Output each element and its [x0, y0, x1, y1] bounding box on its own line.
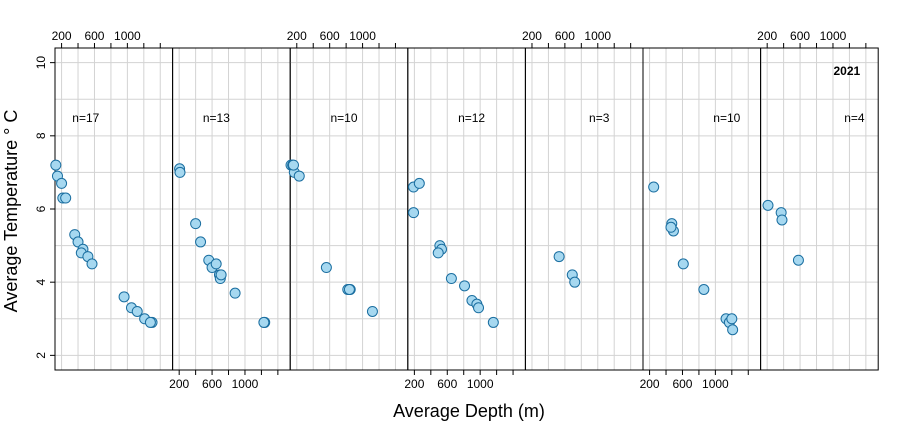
count-label: n=10: [330, 111, 357, 125]
data-point: [408, 207, 420, 219]
x-axis-title: Average Depth (m): [393, 401, 545, 421]
data-point: [445, 273, 457, 285]
year-label: 2021: [833, 64, 860, 78]
y-tick-label: 10: [34, 56, 48, 70]
x-tick-label: 200: [169, 377, 189, 391]
data-point: [320, 262, 332, 274]
panel-2: n=13 200 600 1000: [169, 47, 291, 391]
x-tick-label: 600: [437, 377, 457, 391]
count-label: n=4: [844, 111, 865, 125]
data-point: [287, 159, 299, 171]
x-tick-label: 600: [790, 29, 810, 43]
data-point: [190, 218, 202, 230]
data-point: [366, 305, 378, 317]
x-tick-label: 1000: [820, 29, 847, 43]
x-tick-label: 200: [757, 29, 777, 43]
y-tick-label: 8: [34, 132, 48, 139]
count-label: n=13: [203, 111, 230, 125]
count-label: n=12: [458, 111, 485, 125]
data-point: [50, 159, 62, 171]
data-point: [229, 287, 241, 299]
panel-5: n=3 200 600 1000: [522, 29, 644, 371]
x-tick-label: 600: [555, 29, 575, 43]
data-point: [569, 276, 581, 288]
data-point: [293, 170, 305, 182]
x-tick-label: 200: [287, 29, 307, 43]
data-point: [258, 316, 270, 328]
count-label: n=3: [589, 111, 610, 125]
y-axis-title: Average Temperature ° C: [1, 110, 21, 313]
data-point: [726, 313, 738, 325]
data-point: [648, 181, 660, 193]
data-point: [792, 254, 804, 266]
x-tick-label: 600: [84, 29, 104, 43]
data-point: [413, 177, 425, 189]
y-tick-label: 4: [34, 279, 48, 286]
x-tick-label: 1000: [232, 377, 259, 391]
axis-layer: 2021 2 4 6 8 10: [34, 56, 861, 359]
x-tick-label: 1000: [584, 29, 611, 43]
y-tick-label: 6: [34, 205, 48, 212]
data-point: [215, 269, 227, 281]
data-point: [174, 166, 186, 178]
panel-7: n=4 200 600 1000: [757, 29, 879, 371]
data-point: [553, 251, 565, 263]
data-point: [459, 280, 471, 292]
data-point: [762, 199, 774, 211]
panel-3: n=10 200 600 1000: [285, 29, 409, 371]
data-point: [60, 192, 72, 204]
panel-1: n=17 200 600 1000: [50, 29, 174, 371]
data-point: [677, 258, 689, 270]
data-point: [727, 324, 739, 336]
x-tick-label: 1000: [349, 29, 376, 43]
x-tick-label: 600: [320, 29, 340, 43]
y-tick-label: 2: [34, 352, 48, 359]
x-tick-label: 600: [202, 377, 222, 391]
x-tick-label: 1000: [702, 377, 729, 391]
x-tick-label: 200: [404, 377, 424, 391]
x-tick-label: 1000: [114, 29, 141, 43]
data-point: [86, 258, 98, 270]
panel-layer: n=17 200 600 1000 n=13 200 600 1000 n=10 200 600 10…: [50, 29, 879, 391]
data-point: [343, 284, 355, 295]
data-point: [144, 316, 156, 328]
data-point: [473, 302, 485, 314]
data-point: [131, 305, 143, 317]
x-tick-label: 200: [52, 29, 72, 43]
data-point: [118, 291, 130, 303]
data-point: [56, 177, 68, 189]
x-tick-label: 600: [672, 377, 692, 391]
panel-4: n=12 200 600 1000: [404, 47, 526, 391]
data-point: [665, 221, 677, 233]
panel-6: n=10 200 600 1000: [640, 47, 762, 391]
data-point: [487, 316, 499, 328]
data-point: [432, 247, 444, 259]
x-tick-label: 1000: [467, 377, 494, 391]
x-tick-label: 200: [640, 377, 660, 391]
panel-border: [760, 47, 879, 371]
count-label: n=17: [72, 111, 99, 125]
x-tick-label: 200: [522, 29, 542, 43]
data-point: [698, 284, 710, 295]
data-point: [776, 214, 788, 226]
data-point: [210, 258, 222, 270]
data-point: [195, 236, 207, 248]
count-label: n=10: [713, 111, 740, 125]
